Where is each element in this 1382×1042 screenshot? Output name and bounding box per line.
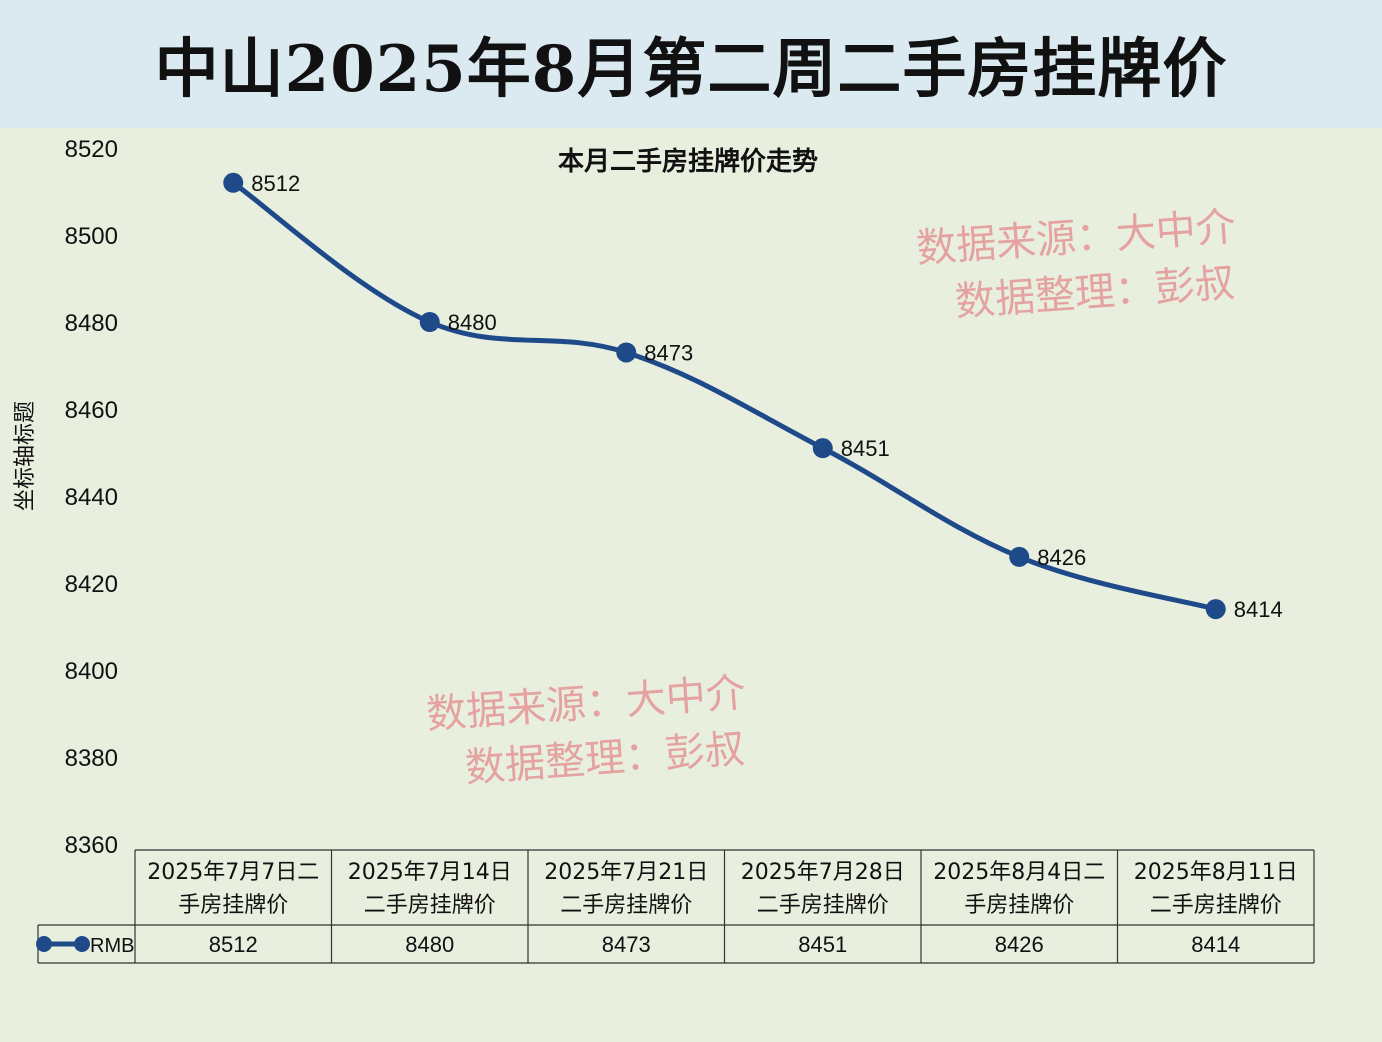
- data-label: 8480: [448, 310, 497, 335]
- series-line-rmb: [230, 180, 1219, 612]
- table-value: 8451: [798, 932, 847, 957]
- watermark-top: 数据来源：大中介 数据整理：彭叔: [914, 199, 1241, 333]
- data-point: [1009, 546, 1030, 567]
- x-category-label: 手房挂牌价: [178, 893, 288, 918]
- y-tick-label: 8440: [65, 484, 118, 511]
- data-label: 8473: [644, 340, 693, 365]
- table-value: 8426: [995, 932, 1044, 957]
- x-category-label: 手房挂牌价: [964, 893, 1074, 918]
- y-tick-label: 8480: [65, 310, 118, 337]
- table-value: 8480: [405, 932, 454, 957]
- x-category-label: 二手房挂牌价: [560, 893, 692, 918]
- chart-area: 本月二手房挂牌价走势 8520 8500 8480 8460 8440 8420 8400 83…: [0, 128, 1382, 1042]
- data-label: 8414: [1234, 597, 1283, 622]
- y-tick-label: 8420: [65, 571, 118, 598]
- y-tick-label: 8400: [65, 658, 118, 685]
- data-point: [616, 342, 637, 363]
- data-label: 8451: [841, 436, 890, 461]
- data-label: 8512: [251, 171, 300, 196]
- data-point: [223, 172, 244, 193]
- x-category-label: 2025年7月7日二: [147, 860, 319, 885]
- watermark-bottom: 数据来源：大中介 数据整理：彭叔: [424, 665, 751, 799]
- y-tick-label: 8460: [65, 397, 118, 424]
- x-category-label: 2025年8月11日: [1134, 860, 1298, 885]
- x-category-label: 2025年7月14日: [348, 860, 512, 885]
- legend-label: RMB: [90, 935, 134, 957]
- x-category-label: 二手房挂牌价: [757, 893, 889, 918]
- data-point: [812, 438, 833, 459]
- x-category-label: 2025年7月28日: [741, 860, 905, 885]
- legend-marker: [36, 936, 52, 952]
- line-chart: 本月二手房挂牌价走势 8520 8500 8480 8460 8440 8420 8400 83…: [13, 136, 1315, 964]
- page-title: 中山2025年8月第二周二手房挂牌价: [154, 32, 1228, 107]
- y-tick-label: 8500: [65, 223, 118, 250]
- y-axis-label: 坐标轴标题: [13, 401, 38, 511]
- data-point: [419, 312, 440, 332]
- x-category-label: 2025年8月4日二: [933, 860, 1105, 885]
- y-tick-label: 8360: [65, 832, 118, 859]
- table-value: 8414: [1191, 932, 1240, 957]
- title-band: 中山2025年8月第二周二手房挂牌价: [0, 0, 1382, 128]
- y-tick-label: 8380: [65, 745, 118, 772]
- y-tick-label: 8520: [65, 136, 118, 163]
- table-value: 8473: [602, 932, 651, 957]
- data-point: [1205, 599, 1226, 620]
- table-value: 8512: [209, 932, 258, 957]
- chart-title: 本月二手房挂牌价走势: [558, 146, 818, 177]
- legend-marker: [74, 936, 90, 952]
- data-label: 8426: [1037, 545, 1086, 570]
- x-category-label: 二手房挂牌价: [364, 893, 496, 918]
- x-category-label: 2025年7月21日: [544, 860, 708, 885]
- x-category-label: 二手房挂牌价: [1150, 893, 1282, 918]
